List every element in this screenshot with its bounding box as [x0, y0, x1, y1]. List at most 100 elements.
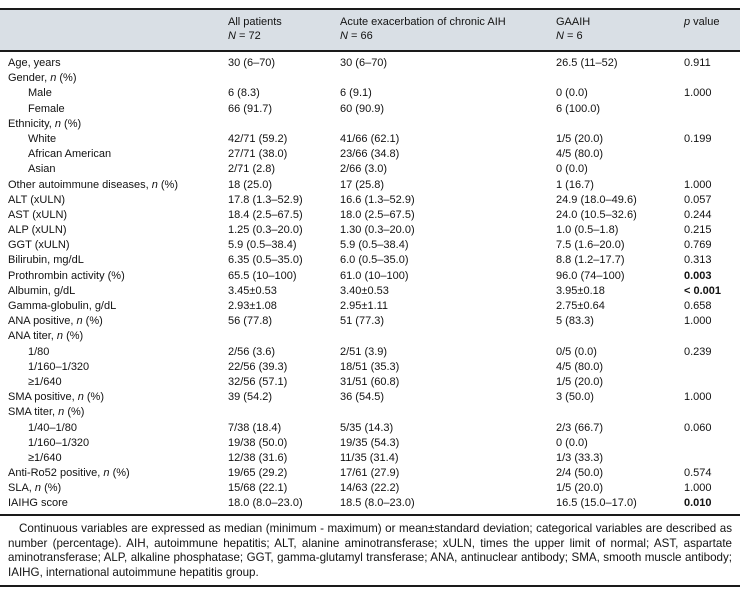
cell-p-value: 0.239: [684, 345, 712, 358]
cell-all-patients: 56 (77.8): [228, 315, 273, 328]
cell-acute: 18.0 (2.5–67.5): [340, 208, 415, 221]
cell-p-value: 0.199: [684, 132, 712, 145]
cell-all-patients: 22/56 (39.3): [228, 360, 288, 373]
header-cell-gaaih: GAAIH N = 6: [556, 15, 684, 43]
cell-acute: 2/66 (3.0): [340, 163, 388, 176]
cell-acute: 16.6 (1.3–52.9): [340, 193, 415, 206]
cell-all-patients: 2/56 (3.6): [228, 345, 276, 358]
cell-gaaih: 1.0 (0.5–1.8): [556, 224, 619, 237]
row-label: 1/80: [28, 345, 50, 358]
table-row: SMA positive, n (%) 39 (54.2) 36 (54.5) …: [0, 390, 740, 405]
cell-acute: 2/51 (3.9): [340, 345, 388, 358]
cell-gaaih: 0/5 (0.0): [556, 345, 597, 358]
cell-all-patients: 39 (54.2): [228, 391, 273, 404]
row-label: Ethnicity, n (%): [8, 117, 82, 130]
cell-p-value: [684, 360, 734, 375]
cell-p-value: [684, 329, 734, 344]
cell-acute: 1.30 (0.3–20.0): [340, 224, 415, 237]
table-row: Prothrombin activity (%) 65.5 (10–100) 6…: [0, 269, 740, 284]
cell-p-value: [684, 436, 734, 451]
cell-acute: 17 (25.8): [340, 178, 385, 191]
table-row: 1/40–1/80 7/38 (18.4) 5/35 (14.3) 2/3 (6…: [0, 421, 740, 436]
cell-gaaih: 3.95±0.18: [556, 284, 605, 297]
header-n: N = 6: [556, 30, 583, 42]
cell-p-value: 0.658: [684, 300, 712, 312]
row-label: ≥1/640: [28, 375, 62, 388]
cell-gaaih: 7.5 (1.6–20.0): [556, 239, 625, 252]
table-row: IAIHG score 18.0 (8.0–23.0) 18.5 (8.0–23…: [0, 496, 740, 511]
cell-gaaih: [556, 405, 684, 420]
cell-acute: [340, 329, 556, 344]
cell-all-patients: 19/65 (29.2): [228, 467, 288, 480]
row-label: Bilirubin, mg/dL: [8, 254, 84, 267]
table-row: Age, years 30 (6–70) 30 (6–70) 26.5 (11–…: [0, 56, 740, 71]
cell-p-value: [684, 405, 734, 420]
cell-all-patients: 18.0 (8.0–23.0): [228, 497, 303, 510]
row-label: ALP (xULN): [8, 224, 67, 237]
row-label: Other autoimmune diseases, n (%): [8, 178, 178, 191]
cell-all-patients: 6.35 (0.5–35.0): [228, 254, 303, 267]
table-row: Asian 2/71 (2.8) 2/66 (3.0) 0 (0.0): [0, 162, 740, 177]
table-row: African American 27/71 (38.0) 23/66 (34.…: [0, 147, 740, 162]
cell-acute: 41/66 (62.1): [340, 132, 400, 145]
row-label: Prothrombin activity (%): [8, 269, 125, 282]
cell-p-value: 1.000: [684, 482, 712, 495]
row-label: Age, years: [8, 57, 61, 69]
cell-acute: 23/66 (34.8): [340, 148, 400, 161]
cell-p-value: 0.574: [684, 467, 712, 480]
header-title: All patients: [228, 16, 282, 28]
row-label: 1/40–1/80: [28, 421, 77, 434]
table-row: Ethnicity, n (%): [0, 117, 740, 132]
cell-gaaih: 2.75±0.64: [556, 300, 605, 312]
cell-acute: 5.9 (0.5–38.4): [340, 239, 409, 252]
cell-p-value: [684, 162, 734, 177]
table-row: 1/160–1/320 19/38 (50.0) 19/35 (54.3) 0 …: [0, 436, 740, 451]
cell-gaaih: 6 (100.0): [556, 102, 601, 115]
cell-p-value: [684, 451, 734, 466]
table-bottom-rule: [0, 585, 740, 587]
cell-p-value: 1.000: [684, 87, 712, 100]
cell-all-patients: 3.45±0.53: [228, 284, 277, 297]
cell-p-value: [684, 102, 734, 117]
table-row: White 42/71 (59.2) 41/66 (62.1) 1/5 (20.…: [0, 132, 740, 147]
cell-all-patients: 18.4 (2.5–67.5): [228, 208, 303, 221]
cell-all-patients: [228, 71, 340, 86]
cell-all-patients: 19/38 (50.0): [228, 436, 288, 449]
table-row: Male 6 (8.3) 6 (9.1) 0 (0.0) 1.000: [0, 86, 740, 101]
cell-gaaih: 96.0 (74–100): [556, 269, 625, 282]
row-label: ≥1/640: [28, 451, 62, 464]
cell-p-value: 1.000: [684, 178, 712, 191]
cell-p-value: < 0.001: [684, 284, 722, 297]
row-label: SLA, n (%): [8, 482, 62, 495]
cell-p-value: 0.057: [684, 193, 712, 206]
cell-p-value: 0.244: [684, 208, 712, 221]
cell-acute: 17/61 (27.9): [340, 467, 400, 480]
row-label: IAIHG score: [8, 497, 68, 510]
table-footnote: Continuous variables are expressed as me…: [8, 522, 732, 579]
row-label: AST (xULN): [8, 208, 68, 221]
table-row: 1/80 2/56 (3.6) 2/51 (3.9) 0/5 (0.0) 0.2…: [0, 345, 740, 360]
table-row: ALT (xULN) 17.8 (1.3–52.9) 16.6 (1.3–52.…: [0, 193, 740, 208]
cell-gaaih: [556, 117, 684, 132]
table-row: ANA titer, n (%): [0, 329, 740, 344]
cell-p-value: 0.215: [684, 224, 712, 237]
cell-gaaih: 0 (0.0): [556, 163, 588, 176]
table-row: 1/160–1/320 22/56 (39.3) 18/51 (35.3) 4/…: [0, 360, 740, 375]
cell-all-patients: 2.93±1.08: [228, 300, 277, 312]
table-row: Other autoimmune diseases, n (%) 18 (25.…: [0, 178, 740, 193]
cell-acute: 36 (54.5): [340, 391, 385, 404]
cell-p-value: 0.010: [684, 497, 712, 510]
cell-acute: 3.40±0.53: [340, 284, 389, 297]
row-label: 1/160–1/320: [28, 436, 90, 449]
cell-p-value: [684, 117, 734, 132]
table-row: ALP (xULN) 1.25 (0.3–20.0) 1.30 (0.3–20.…: [0, 223, 740, 238]
table-row: ≥1/640 12/38 (31.6) 11/35 (31.4) 1/3 (33…: [0, 451, 740, 466]
table-header: All patients N = 72 Acute exacerbation o…: [0, 10, 740, 50]
cell-gaaih: 2/3 (66.7): [556, 421, 604, 434]
cell-all-patients: 2/71 (2.8): [228, 163, 276, 176]
cell-acute: 60 (90.9): [340, 102, 385, 115]
cell-all-patients: 30 (6–70): [228, 57, 276, 69]
cell-all-patients: [228, 329, 340, 344]
cell-gaaih: 1/5 (20.0): [556, 375, 604, 388]
